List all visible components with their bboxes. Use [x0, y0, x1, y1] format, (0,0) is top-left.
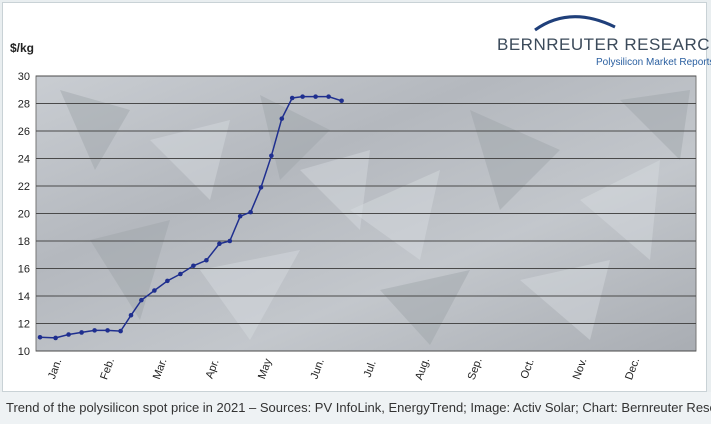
y-tick-label: 24: [18, 154, 30, 166]
texture-shard: [620, 90, 690, 160]
y-axis-label: $/kg: [10, 41, 34, 55]
x-tick-label: Aug.: [413, 356, 432, 381]
data-point: [66, 332, 71, 337]
polysilicon-price-chart: 10 12 14 16 18 20 22 24 26 28 30 Jan. Feb. Mar. Apr. M…: [10, 15, 711, 382]
x-axis-ticks: Jan. Feb. Mar. Apr. May Jun. Jul. Aug. Sep. Oct. N…: [46, 356, 642, 381]
data-point: [300, 94, 305, 99]
y-tick-label: 16: [18, 264, 30, 276]
x-tick-label: Nov.: [571, 357, 590, 382]
data-point: [92, 328, 97, 333]
texture-shard: [350, 170, 440, 260]
chart-caption: Trend of the polysilicon spot price in 2…: [0, 392, 711, 424]
data-point: [178, 271, 183, 277]
data-point: [118, 328, 123, 334]
data-point: [289, 95, 295, 101]
data-point: [227, 238, 233, 244]
data-point: [313, 94, 318, 99]
data-point: [248, 209, 253, 215]
data-point: [152, 288, 157, 293]
y-tick-label: 26: [18, 126, 30, 138]
y-tick-label: 10: [18, 346, 30, 358]
y-tick-label: 28: [18, 99, 30, 111]
y-axis-ticks: 10 12 14 16 18 20 22 24 26 28 30: [18, 71, 30, 358]
texture-shard: [200, 250, 300, 340]
plot-area-background: [35, 75, 697, 352]
texture-shard: [380, 270, 470, 345]
data-point: [217, 241, 222, 247]
x-tick-label: May: [256, 357, 275, 381]
y-tick-label: 20: [18, 209, 30, 221]
data-point: [237, 213, 243, 219]
data-point: [204, 257, 209, 263]
data-point: [165, 278, 170, 284]
y-tick-label: 18: [18, 236, 30, 248]
price-series: [37, 94, 344, 341]
data-point: [339, 98, 344, 104]
data-point: [279, 116, 285, 121]
x-tick-label: Feb.: [98, 357, 117, 382]
data-point: [269, 153, 274, 159]
data-point: [105, 328, 110, 333]
texture-shard: [300, 150, 370, 230]
data-point: [191, 263, 196, 269]
x-tick-label: Dec.: [623, 356, 642, 381]
logo-name: BERNREUTER RESEARCH: [497, 35, 711, 54]
x-tick-label: Jun.: [308, 357, 326, 381]
texture-shard: [60, 90, 130, 170]
x-tick-label: Oct.: [519, 357, 537, 380]
logo-subtitle: Polysilicon Market Reports: [596, 57, 711, 68]
x-tick-label: Apr.: [204, 358, 222, 381]
x-tick-label: Jan.: [46, 357, 64, 381]
bernreuter-logo: BERNREUTER RESEARCH Polysilicon Market R…: [497, 15, 711, 68]
texture-shard: [90, 220, 170, 320]
x-tick-label: Mar.: [151, 357, 170, 381]
data-point: [139, 297, 144, 303]
y-tick-label: 14: [18, 291, 30, 303]
data-point: [258, 185, 264, 190]
texture-shard: [470, 110, 560, 210]
texture-shard: [520, 260, 610, 340]
data-point: [79, 330, 84, 335]
y-tick-label: 12: [18, 319, 30, 331]
x-tick-label: Jul.: [362, 359, 379, 379]
data-point: [128, 312, 134, 318]
texture-shard: [580, 160, 660, 260]
y-tick-label: 30: [18, 71, 30, 83]
data-point: [37, 334, 43, 340]
x-tick-label: Sep.: [466, 356, 485, 381]
y-tick-label: 22: [18, 181, 30, 193]
data-point: [326, 94, 331, 99]
texture-shard: [150, 120, 230, 200]
gridlines: [36, 75, 696, 352]
data-point: [53, 335, 58, 341]
